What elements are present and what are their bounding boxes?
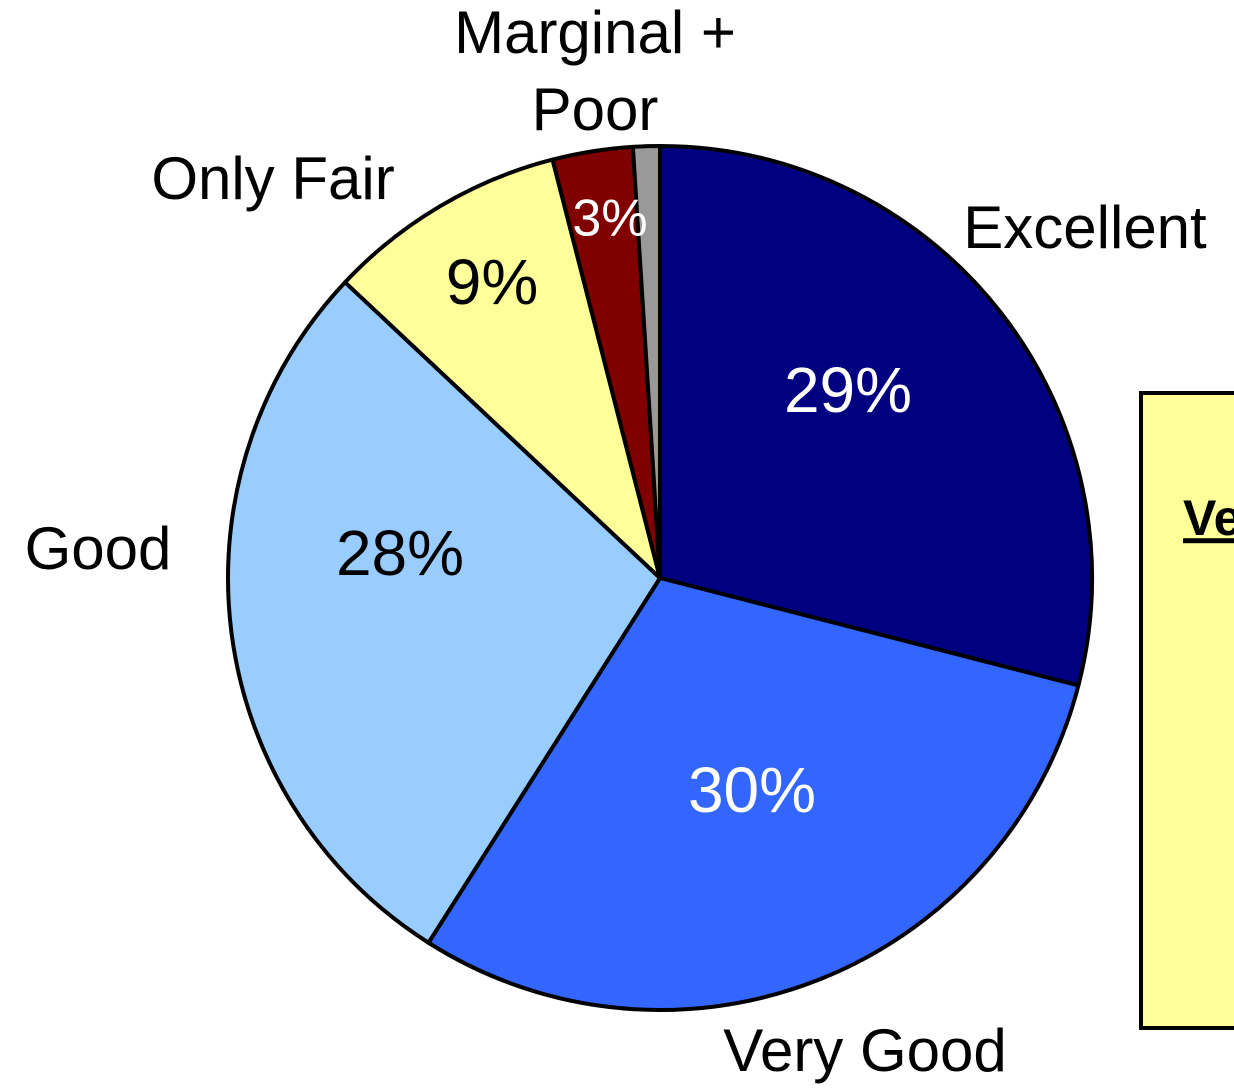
value-label: 30%: [688, 754, 816, 826]
pie-slice: [426, 576, 1081, 1012]
slice-label: Marginal + Poor: [454, 0, 736, 143]
pie-slice: [658, 144, 1094, 688]
slice-label: Only Fair: [151, 145, 394, 212]
slice-label: Very Good: [723, 1017, 1007, 1084]
slice-label: Good: [25, 515, 172, 582]
value-label: 3%: [572, 190, 647, 248]
value-label: 29%: [784, 354, 912, 426]
pie-slice: [343, 157, 662, 580]
value-label: 28%: [336, 517, 464, 589]
value-label: 9%: [446, 246, 539, 318]
slice-label: Excellent: [963, 194, 1207, 261]
note-box: [1139, 391, 1234, 1030]
pie-slice: [226, 280, 662, 945]
note-text: Ve: [1183, 490, 1234, 546]
pie-slice: [630, 144, 662, 580]
